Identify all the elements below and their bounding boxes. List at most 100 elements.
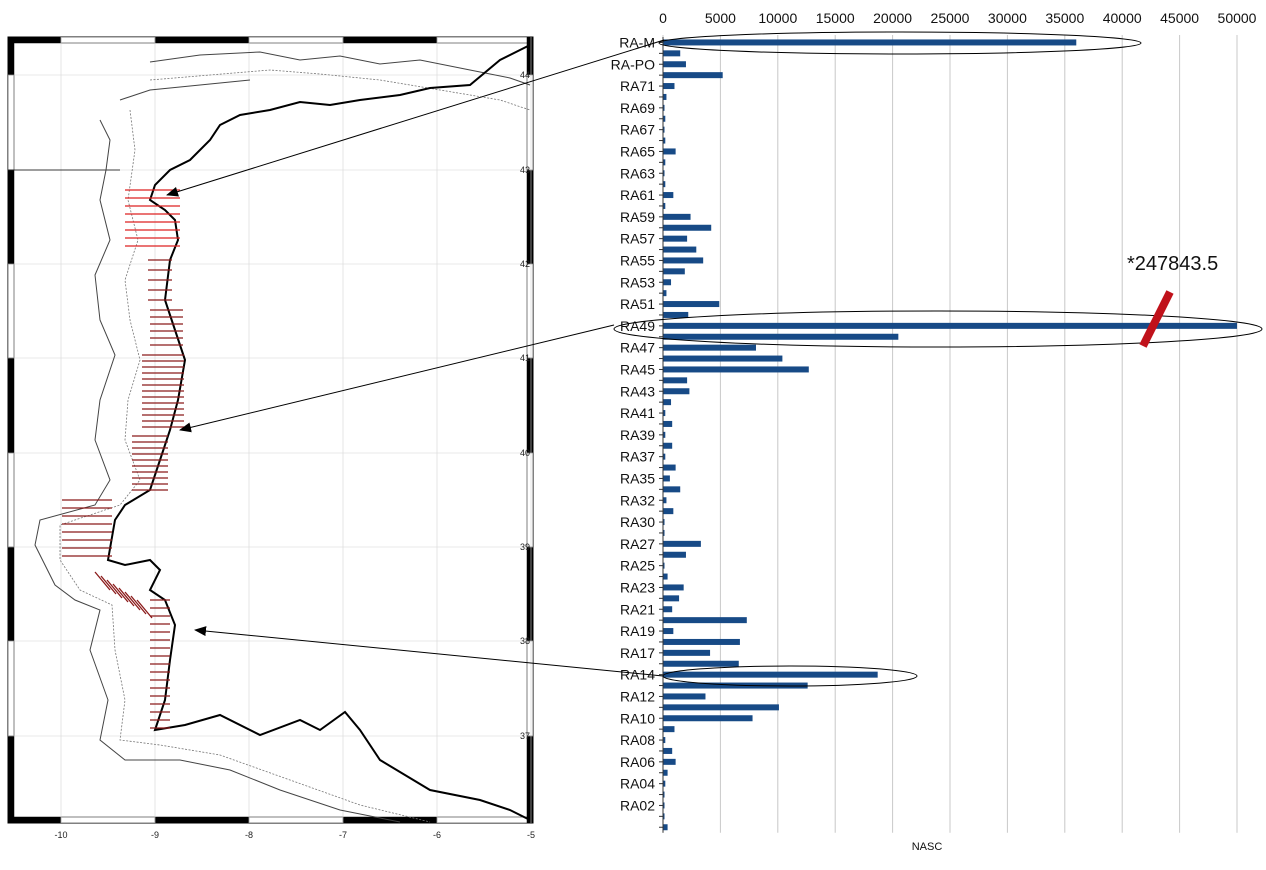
- x-tick-label: 45000: [1160, 10, 1199, 26]
- bar: [663, 268, 685, 275]
- category-label: RA41: [620, 405, 655, 421]
- category-label: RA23: [620, 579, 655, 595]
- bar: [663, 638, 740, 645]
- map-lat-label: 42: [520, 259, 530, 269]
- map-lat-label: 41: [520, 353, 530, 363]
- bar: [663, 595, 680, 602]
- bar: [663, 780, 666, 787]
- frame-segment: [526, 735, 534, 824]
- bar: [663, 213, 691, 220]
- category-label: RA47: [620, 340, 655, 356]
- map-lat-label: 44: [520, 70, 530, 80]
- bar-chart: 0 5000 10000 15000 20000 25000 30000 35000 40000…: [611, 10, 1257, 853]
- category-label: RA49: [620, 318, 655, 334]
- frame-segment: [7, 452, 15, 548]
- bar: [663, 83, 675, 90]
- x-tick-label: 50000: [1218, 10, 1257, 26]
- bar: [663, 758, 676, 765]
- bar: [663, 606, 673, 613]
- frame-segment: [60, 816, 156, 824]
- map-panel: -10 -9 -8 -7 -6 -5 44 43 42 41 40 39 38 37: [7, 36, 535, 840]
- arrow-top: [166, 39, 665, 197]
- frame-segment: [526, 640, 534, 737]
- frame-segment: [154, 36, 250, 44]
- bar: [663, 170, 665, 177]
- frame-segment: [526, 74, 534, 171]
- frame-segment: [7, 263, 15, 359]
- transect: [94, 571, 111, 591]
- bar: [663, 508, 674, 515]
- gridlines: [662, 35, 1238, 833]
- map-lon-label: -9: [151, 830, 159, 840]
- bar: [663, 551, 686, 558]
- bar: [663, 322, 1237, 329]
- bar: [663, 366, 809, 373]
- bar: [663, 224, 712, 231]
- bar: [663, 420, 673, 427]
- bar: [663, 628, 674, 635]
- bar: [663, 584, 684, 591]
- x-tick-label: 5000: [705, 10, 736, 26]
- category-label: RA37: [620, 449, 655, 465]
- bar: [663, 693, 706, 700]
- bar: [663, 279, 672, 286]
- x-axis-ticks: 0 5000 10000 15000 20000 25000 30000 35000 40000…: [659, 10, 1257, 26]
- bar: [663, 475, 670, 482]
- frame-segment: [7, 816, 62, 824]
- bar: [663, 410, 666, 417]
- y-axis-labels: RA-M RA-PO RA71 RA69 RA67 RA65 RA63 RA61 RA59 RA5…: [611, 34, 663, 828]
- frame-segment: [7, 36, 15, 76]
- category-label: RA17: [620, 645, 655, 661]
- category-label: RA61: [620, 187, 655, 203]
- category-label: RA12: [620, 688, 655, 704]
- frame-segment: [60, 36, 156, 44]
- x-tick-label: 20000: [873, 10, 912, 26]
- bar: [663, 202, 666, 209]
- transect: [118, 587, 135, 607]
- bar: [663, 813, 665, 820]
- frame-segment: [436, 36, 534, 44]
- bar: [663, 235, 688, 242]
- category-label: RA21: [620, 601, 655, 617]
- bar: [663, 311, 689, 318]
- x-tick-label: 40000: [1103, 10, 1142, 26]
- arrow-bottom: [194, 626, 664, 677]
- frame-segment: [436, 816, 534, 824]
- bar: [663, 497, 667, 504]
- x-tick-label: 15000: [816, 10, 855, 26]
- frame-segment: [526, 263, 534, 359]
- category-label: RA10: [620, 710, 655, 726]
- transect-lines: [62, 189, 184, 729]
- bar: [663, 301, 720, 308]
- category-label: RA67: [620, 122, 655, 138]
- category-label: RA57: [620, 231, 655, 247]
- transect: [130, 595, 147, 615]
- category-label: RA02: [620, 797, 655, 813]
- bar: [663, 355, 783, 362]
- frame-segment: [526, 169, 534, 265]
- category-label: RA32: [620, 492, 655, 508]
- category-label: RA35: [620, 470, 655, 486]
- bar: [663, 453, 666, 460]
- bar: [663, 802, 665, 809]
- transect: [136, 599, 153, 619]
- category-label: RA65: [620, 143, 655, 159]
- map-lon-label: -5: [527, 830, 535, 840]
- frame-segment: [526, 452, 534, 548]
- category-label: RA53: [620, 274, 655, 290]
- bar: [663, 192, 674, 199]
- clipped-bar-value: *247843.5: [1127, 253, 1218, 275]
- x-tick-label: 35000: [1045, 10, 1084, 26]
- map-frame: [7, 36, 534, 824]
- map-graticule: -10 -9 -8 -7 -6 -5 44 43 42 41 40 39 38 37: [8, 37, 535, 840]
- bar: [663, 573, 668, 580]
- bar: [663, 464, 676, 471]
- map-lon-label: -10: [54, 830, 67, 840]
- highlight-ellipse-middle: [613, 310, 1263, 348]
- map-lat-label: 43: [520, 165, 530, 175]
- x-tick-label: 10000: [758, 10, 797, 26]
- frame-segment: [248, 36, 344, 44]
- map-lon-label: -8: [245, 830, 253, 840]
- bar: [663, 93, 667, 100]
